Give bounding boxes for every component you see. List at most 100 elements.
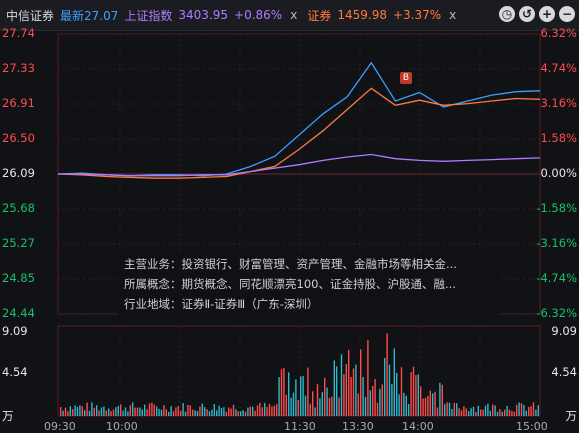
- zoom-in-icon[interactable]: +: [539, 6, 555, 22]
- restore-icon[interactable]: ↺: [519, 6, 535, 22]
- volume-bar: [405, 395, 407, 416]
- volume-bar: [465, 408, 467, 416]
- info-concepts: 所属概念：期货概念、同花顺漂亮100、证金持股、沪股通、融...: [124, 277, 456, 291]
- percent-axis-label: -3.16%: [536, 236, 577, 250]
- volume-bar: [175, 407, 177, 416]
- volume-bar: [458, 408, 460, 416]
- volume-bar: [501, 411, 503, 416]
- volume-bar: [436, 407, 439, 416]
- volume-bar: [326, 387, 328, 416]
- volume-bar: [340, 354, 343, 416]
- volume-bar: [285, 394, 287, 416]
- volume-bar: [129, 405, 131, 416]
- volume-bar: [520, 403, 523, 416]
- volume-bar: [69, 406, 71, 416]
- volume-bar: [278, 377, 280, 416]
- close-index-button[interactable]: x: [290, 8, 298, 22]
- latest-price: 最新27.07: [60, 7, 118, 24]
- volume-bar: [489, 410, 491, 416]
- volume-bar: [463, 406, 465, 416]
- volume-bar: [412, 366, 415, 416]
- volume-axis-label: 9.09: [2, 324, 28, 338]
- info-business: 主营业务：投资银行、财富管理、资产管理、金融市场等相关金...: [124, 257, 457, 271]
- volume-bar: [60, 407, 62, 416]
- percent-axis-label: 0.00%: [540, 166, 577, 180]
- volume-bar: [302, 376, 304, 416]
- volume-bar: [117, 406, 119, 416]
- volume-bar: [84, 410, 86, 416]
- sector-name[interactable]: 证券: [307, 8, 332, 23]
- volume-bar: [494, 405, 496, 416]
- percent-axis-label: 4.74%: [540, 61, 577, 75]
- close-sector-button[interactable]: x: [449, 8, 457, 22]
- stock-name[interactable]: 中信证券: [6, 8, 55, 23]
- volume-bar: [290, 397, 292, 416]
- sector-change: +3.37%: [392, 8, 442, 22]
- volume-bar: [477, 405, 479, 416]
- volume-axis-label: 4.54: [2, 365, 28, 379]
- volume-axis-label-right: 4.54: [551, 365, 577, 379]
- volume-bar: [62, 410, 64, 416]
- volume-bar: [300, 376, 302, 416]
- clock-icon[interactable]: ◷: [499, 6, 515, 22]
- volume-bar: [309, 403, 311, 416]
- volume-bar: [98, 410, 100, 416]
- volume-bar: [424, 397, 427, 416]
- volume-bar: [448, 402, 451, 416]
- volume-bar: [386, 333, 388, 416]
- index-name[interactable]: 上证指数: [124, 8, 173, 23]
- volume-bar: [127, 411, 129, 416]
- volume-bar: [218, 405, 220, 416]
- volume-bar: [434, 391, 436, 416]
- volume-bar: [336, 366, 338, 416]
- volume-bar: [331, 396, 333, 416]
- volume-bar: [333, 360, 335, 416]
- zoom-out-icon[interactable]: −: [559, 6, 575, 22]
- buy-marker[interactable]: B: [400, 72, 412, 84]
- volume-bar: [81, 406, 83, 416]
- volume-bar: [211, 409, 213, 416]
- volume-bar: [345, 364, 347, 416]
- volume-bar: [444, 404, 446, 416]
- volume-bar: [348, 349, 350, 416]
- volume-bar: [100, 407, 103, 416]
- volume-bar: [201, 403, 203, 416]
- volume-bar: [108, 408, 110, 416]
- volume-bar: [223, 407, 225, 416]
- volume-bar: [427, 396, 429, 416]
- percent-axis-label: -1.58%: [536, 201, 577, 215]
- volume-bar: [460, 410, 463, 416]
- volume-bar: [352, 368, 355, 416]
- volume-bar: [374, 379, 376, 416]
- volume-bar: [396, 373, 398, 416]
- volume-bar: [398, 394, 400, 416]
- volume-bar: [492, 404, 494, 416]
- volume-bar: [139, 407, 141, 416]
- price-axis-label: 27.33: [2, 61, 35, 75]
- volume-bar: [532, 402, 535, 416]
- volume-bar: [525, 410, 527, 416]
- volume-bar: [247, 407, 249, 416]
- volume-bar: [400, 367, 403, 416]
- volume-bar: [283, 367, 285, 416]
- volume-bar: [328, 398, 331, 416]
- volume-bar: [295, 379, 297, 416]
- volume-bar: [451, 409, 453, 416]
- volume-bar: [232, 404, 235, 416]
- chart-controls: ◷ ↺ + −: [499, 6, 575, 22]
- volume-bar: [93, 407, 95, 416]
- volume-bar: [472, 406, 475, 416]
- volume-bar: [487, 403, 489, 416]
- volume-bar: [177, 406, 179, 416]
- volume-bar: [115, 407, 117, 416]
- time-axis-label: 10:00: [106, 420, 138, 433]
- volume-bar: [403, 392, 405, 416]
- time-axis-label: 11:30: [284, 420, 316, 433]
- volume-bar: [513, 411, 515, 416]
- volume-bar: [86, 402, 88, 416]
- percent-axis-label: 6.32%: [540, 26, 577, 40]
- volume-bar: [360, 349, 362, 416]
- volume-bar: [350, 376, 352, 416]
- volume-bar: [273, 405, 275, 416]
